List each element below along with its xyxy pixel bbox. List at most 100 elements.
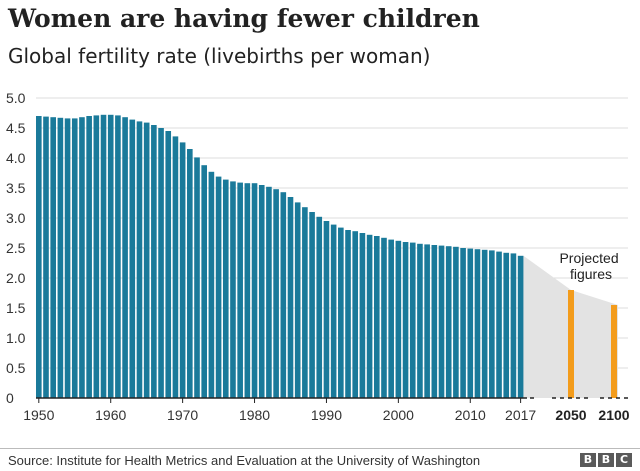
- projection-year-label: 2050: [555, 407, 586, 423]
- projection-year-label: 2100: [598, 407, 629, 423]
- historical-bars: [36, 114, 524, 399]
- fertility-bar: [151, 125, 157, 398]
- fertility-bar: [57, 117, 64, 399]
- source-text: Source: Institute for Health Metrics and…: [8, 453, 481, 468]
- fertility-bar: [460, 248, 466, 398]
- y-axis-labels: 0 0.5 1.0 1.5 2.0 2.5 3.0 3.5 4.0 4.5 5.0: [6, 90, 26, 406]
- x-tick-label: 2017: [505, 407, 536, 423]
- fertility-bar: [230, 181, 236, 398]
- fertility-bar: [71, 118, 78, 399]
- fertility-bar: [409, 242, 416, 398]
- fertility-bar: [503, 252, 510, 398]
- fertility-bar: [64, 118, 71, 399]
- fertility-bar: [438, 245, 445, 398]
- fertility-bar: [194, 157, 200, 398]
- projection-bars: [568, 290, 617, 398]
- fertility-bar: [50, 117, 56, 398]
- fertility-bar: [86, 116, 92, 398]
- fertility-bar: [172, 136, 179, 398]
- fertility-bar: [107, 114, 114, 399]
- fertility-bar: [352, 231, 359, 398]
- fertility-bar: [165, 131, 172, 398]
- bbc-logo-letter: C: [616, 453, 632, 467]
- x-axis: [36, 397, 628, 403]
- projected-figures-label: Projected figures: [559, 250, 622, 282]
- fertility-bar: [302, 207, 308, 398]
- y-tick-label: 4.0: [6, 150, 26, 166]
- fertility-bar: [201, 165, 208, 398]
- bbc-logo: B B C: [580, 453, 632, 467]
- fertility-bar: [474, 249, 481, 398]
- x-tick-label: 1990: [311, 407, 342, 423]
- fertility-bar: [359, 233, 366, 398]
- x-tick-label: 1970: [167, 407, 198, 423]
- fertility-bar: [93, 115, 100, 399]
- y-tick-label: 3.5: [6, 180, 26, 196]
- fertility-bar: [280, 192, 287, 398]
- fertility-bar: [517, 255, 524, 398]
- fertility-bar: [100, 114, 107, 399]
- fertility-bar: [345, 230, 351, 398]
- fertility-bar: [43, 116, 49, 398]
- fertility-bar: [215, 176, 222, 398]
- fertility-bar: [122, 117, 128, 398]
- y-tick-label: 2.5: [6, 240, 26, 256]
- fertility-bar: [294, 202, 301, 398]
- x-tick-label: 2000: [383, 407, 414, 423]
- fertility-bar: [338, 227, 344, 398]
- fertility-bar: [187, 149, 193, 398]
- fertility-bar: [208, 171, 215, 398]
- fertility-bar: [158, 128, 164, 398]
- fertility-bar: [366, 234, 373, 398]
- chart-title: Women are having fewer children: [8, 4, 480, 33]
- fertility-bar: [36, 116, 42, 398]
- fertility-bar: [402, 242, 409, 398]
- y-tick-label: 0.5: [6, 360, 26, 376]
- fertility-bar: [222, 179, 229, 398]
- fertility-bar: [373, 236, 380, 398]
- bbc-logo-letter: B: [598, 453, 614, 467]
- fertility-bar: [424, 244, 430, 398]
- fertility-bar: [453, 246, 459, 398]
- fertility-bar: [179, 142, 186, 398]
- y-tick-label: 4.5: [6, 120, 26, 136]
- fertility-bar: [244, 183, 251, 398]
- fertility-bar: [388, 239, 394, 398]
- fertility-bar: [510, 253, 517, 398]
- projected-figures-label-line-1: Projected: [559, 250, 618, 266]
- fertility-bar: [431, 245, 438, 398]
- projection-bar: [611, 305, 617, 398]
- fertility-bar: [323, 221, 330, 398]
- fertility-bar: [496, 251, 502, 398]
- footer: Source: Institute for Health Metrics and…: [0, 448, 640, 471]
- y-tick-label: 0: [6, 390, 14, 406]
- fertility-bar: [489, 250, 495, 398]
- fertility-bar: [330, 224, 337, 398]
- fertility-bar: [143, 122, 150, 398]
- fertility-bar: [79, 117, 85, 398]
- bbc-logo-letter: B: [580, 453, 596, 467]
- x-tick-label: 1980: [239, 407, 270, 423]
- fertility-bar: [251, 183, 258, 398]
- fertility-bar: [273, 189, 279, 398]
- chart-subtitle: Global fertility rate (livebirths per wo…: [8, 44, 431, 68]
- fertility-bar: [115, 115, 121, 399]
- y-tick-label: 5.0: [6, 90, 26, 106]
- fertility-bar: [481, 249, 488, 398]
- fertility-bar: [467, 248, 474, 398]
- projected-figures-label-line-2: figures: [570, 266, 612, 282]
- fertility-bar: [417, 243, 423, 398]
- fertility-bar: [316, 216, 323, 398]
- fertility-bar: [445, 246, 452, 398]
- x-axis-labels: 1950 1960 1970 1980 1990 2000 2010 2017 2050 2100: [23, 407, 630, 423]
- fertility-bar: [266, 186, 272, 398]
- fertility-bar: [129, 119, 136, 398]
- fertility-chart: 0 0.5 1.0 1.5 2.0 2.5 3.0 3.5 4.0 4.5 5.0 1950 1960…: [6, 90, 630, 423]
- x-tick-label: 1950: [23, 407, 54, 423]
- fertility-bar: [287, 197, 294, 398]
- y-tick-label: 2.0: [6, 270, 26, 286]
- fertility-bar: [258, 185, 265, 398]
- projection-bar: [568, 290, 574, 398]
- fertility-bar: [309, 212, 315, 398]
- y-tick-label: 1.5: [6, 300, 26, 316]
